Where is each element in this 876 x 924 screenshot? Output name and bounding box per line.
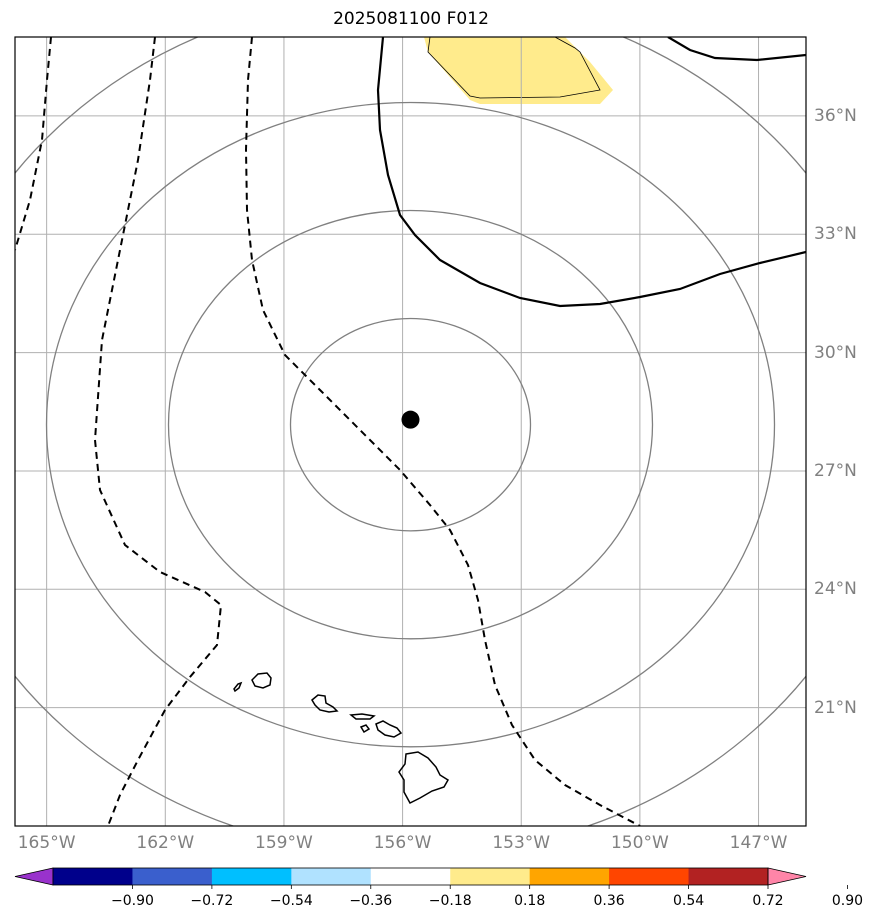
longitude-label: 147°W (729, 833, 788, 853)
colorbar-tick-label: 0.90 (831, 893, 864, 909)
colorbar-tick-label: −0.72 (190, 893, 234, 909)
range-ring (167, 209, 654, 640)
latitude-label: 36°N (814, 105, 857, 126)
gridlines (15, 37, 806, 826)
latitude-label: 21°N (814, 697, 857, 718)
colorbar-tick-label: −0.54 (269, 893, 313, 909)
hawaiian-islands (233, 672, 450, 804)
latitude-label: 30°N (814, 342, 857, 363)
latitude-label: 33°N (814, 224, 857, 245)
longitude-label: 156°W (373, 833, 432, 853)
dashed-contour-west (93, 37, 223, 826)
island-kauai (251, 672, 272, 689)
island-oahu (311, 694, 339, 713)
dashed-contour-central (244, 37, 641, 826)
range-ring (289, 317, 532, 532)
latitude-label: 24°N (814, 579, 857, 600)
latitude-label: 27°N (814, 460, 857, 481)
island-maui (375, 720, 403, 738)
longitude-label: 165°W (17, 833, 76, 853)
colorbar-tick-label: 0.18 (514, 893, 546, 909)
range-ring (45, 101, 776, 748)
longitude-label: 162°W (136, 833, 195, 853)
island-hawaii (398, 751, 450, 804)
center-marker (401, 410, 420, 429)
longitude-label: 159°W (255, 833, 313, 853)
colorbar-tick-label: −0.18 (428, 893, 472, 909)
island-niihau (233, 681, 243, 693)
colorbar-tick-label: 0.36 (593, 893, 625, 909)
colorbar-tick-label: −0.36 (349, 893, 393, 909)
map-frame (14, 36, 807, 827)
colorbar-tick-label: 0.72 (752, 893, 784, 909)
plot-title: 2025081100 F012 (333, 9, 489, 29)
longitude-label: 153°W (492, 833, 551, 853)
island-molokai (349, 713, 376, 720)
solid-contour-north (667, 37, 806, 62)
colorbar-tick-label: 0.54 (672, 893, 705, 909)
colorbar-tick-label: −0.90 (110, 893, 154, 909)
solid-contour-east (376, 37, 806, 308)
island-lanai (359, 724, 371, 734)
dashed-contour-far-west (15, 37, 52, 251)
anomaly-contour-thin (427, 37, 601, 99)
anomaly-fill (424, 37, 613, 104)
longitude-label: 150°W (610, 833, 669, 853)
